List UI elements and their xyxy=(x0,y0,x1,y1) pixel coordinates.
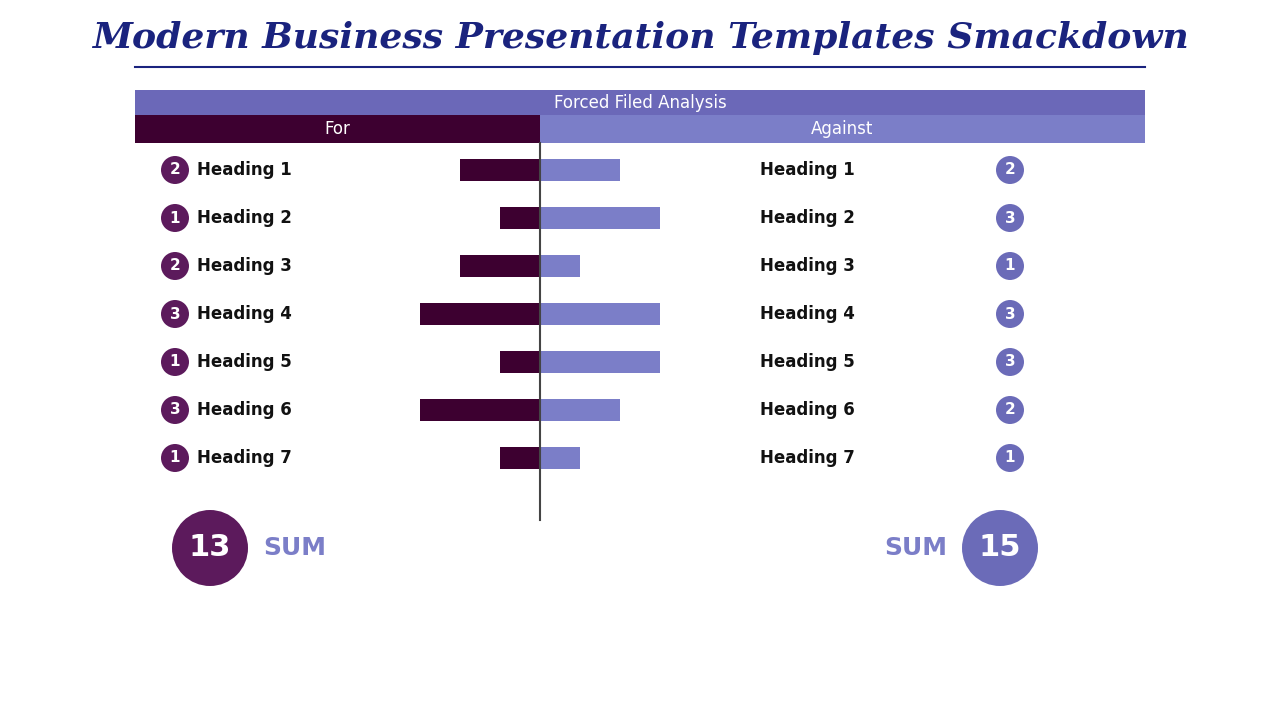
Circle shape xyxy=(161,348,189,376)
Circle shape xyxy=(996,300,1024,328)
Circle shape xyxy=(996,396,1024,424)
Text: 3: 3 xyxy=(1005,307,1015,322)
Text: Heading 2: Heading 2 xyxy=(760,209,855,227)
Bar xyxy=(540,447,580,469)
Bar xyxy=(420,303,540,325)
Text: Against: Against xyxy=(812,120,874,138)
Bar xyxy=(500,447,540,469)
Text: 1: 1 xyxy=(170,210,180,225)
Text: Heading 4: Heading 4 xyxy=(760,305,855,323)
Text: Heading 6: Heading 6 xyxy=(760,401,855,419)
Circle shape xyxy=(996,156,1024,184)
Bar xyxy=(134,115,540,143)
Circle shape xyxy=(161,204,189,232)
Bar xyxy=(540,207,660,229)
Text: 3: 3 xyxy=(170,307,180,322)
Circle shape xyxy=(161,300,189,328)
Circle shape xyxy=(161,252,189,280)
Text: For: For xyxy=(325,120,351,138)
Bar xyxy=(460,255,540,277)
Circle shape xyxy=(996,444,1024,472)
Bar xyxy=(540,351,660,373)
Circle shape xyxy=(161,444,189,472)
Text: Heading 3: Heading 3 xyxy=(197,257,292,275)
Text: 1: 1 xyxy=(170,354,180,369)
Text: 2: 2 xyxy=(1005,402,1015,418)
Text: Modern Business Presentation Templates Smackdown: Modern Business Presentation Templates S… xyxy=(92,21,1188,55)
Text: SUM: SUM xyxy=(884,536,947,560)
Bar xyxy=(540,399,620,421)
Bar xyxy=(460,159,540,181)
Text: Heading 5: Heading 5 xyxy=(197,353,292,371)
Text: Heading 7: Heading 7 xyxy=(197,449,292,467)
Text: 2: 2 xyxy=(1005,163,1015,178)
Text: Heading 4: Heading 4 xyxy=(197,305,292,323)
Text: Heading 2: Heading 2 xyxy=(197,209,292,227)
Text: Heading 6: Heading 6 xyxy=(197,401,292,419)
Circle shape xyxy=(161,156,189,184)
Bar xyxy=(500,207,540,229)
Text: 1: 1 xyxy=(170,451,180,466)
Text: 15: 15 xyxy=(979,534,1021,562)
Circle shape xyxy=(996,348,1024,376)
Text: 1: 1 xyxy=(1005,258,1015,274)
Circle shape xyxy=(161,396,189,424)
Circle shape xyxy=(172,510,248,586)
Bar xyxy=(540,303,660,325)
Text: Forced Filed Analysis: Forced Filed Analysis xyxy=(554,94,726,112)
Circle shape xyxy=(996,204,1024,232)
Text: Heading 3: Heading 3 xyxy=(760,257,855,275)
Text: 3: 3 xyxy=(1005,354,1015,369)
Text: Heading 5: Heading 5 xyxy=(760,353,855,371)
Text: 2: 2 xyxy=(170,258,180,274)
Bar xyxy=(420,399,540,421)
Text: Heading 7: Heading 7 xyxy=(760,449,855,467)
Text: Heading 1: Heading 1 xyxy=(197,161,292,179)
Text: 3: 3 xyxy=(1005,210,1015,225)
Bar xyxy=(540,159,620,181)
Bar xyxy=(540,115,1146,143)
Text: 1: 1 xyxy=(1005,451,1015,466)
Text: 2: 2 xyxy=(170,163,180,178)
Bar xyxy=(540,255,580,277)
Text: 3: 3 xyxy=(170,402,180,418)
Text: 13: 13 xyxy=(189,534,232,562)
Circle shape xyxy=(963,510,1038,586)
Text: SUM: SUM xyxy=(262,536,326,560)
Bar xyxy=(500,351,540,373)
Circle shape xyxy=(996,252,1024,280)
Bar xyxy=(134,90,1146,115)
Text: Heading 1: Heading 1 xyxy=(760,161,855,179)
